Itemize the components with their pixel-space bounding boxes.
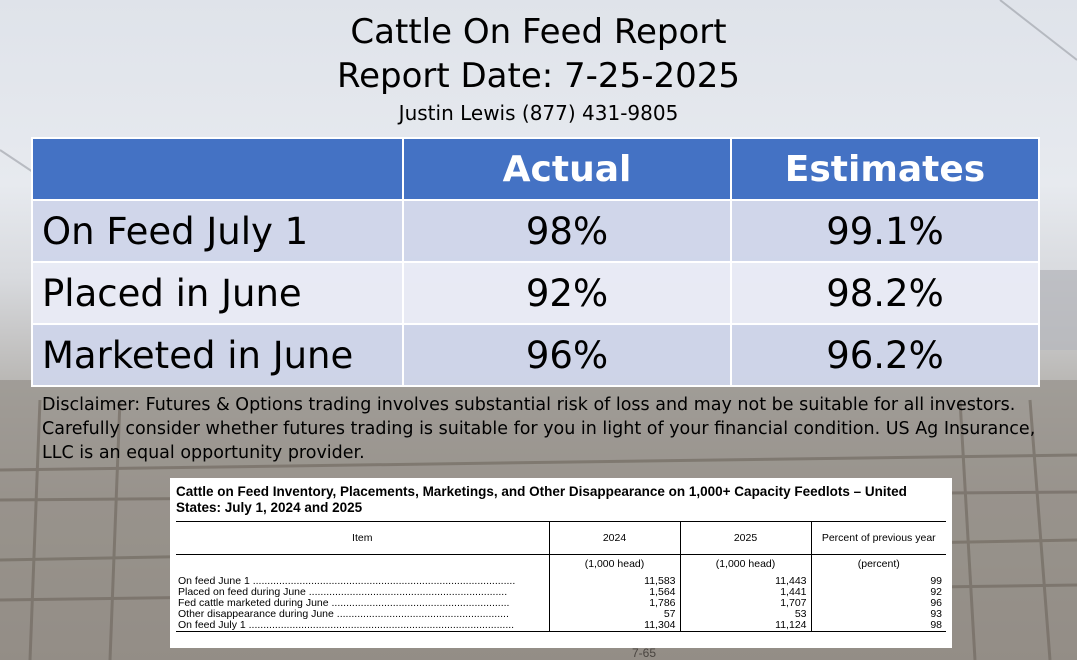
usda-header-percent: Percent of previous year [810,521,946,555]
estimate-value: 98.2% [730,261,1040,325]
usda-percent: 98 [810,620,946,632]
estimate-value: 96.2% [730,323,1040,387]
usda-item: On feed June 1 .........................… [178,576,516,587]
usda-percent: 99 [810,576,946,587]
usda-2025: 53 [679,609,811,620]
actual-value: 98% [402,199,732,263]
usda-item: Other disappearance during June ........… [178,609,509,620]
table-row: Fed cattle marketed during June ........… [176,598,946,609]
report-header: Cattle On Feed Report Report Date: 7-25-… [0,10,1077,126]
usda-2024: 11,583 [548,576,680,587]
report-date: Report Date: 7-25-2025 [336,56,740,96]
usda-2025: 11,443 [679,576,811,587]
summary-row-on-feed: On Feed July 1 98% 99.1% [31,199,1040,263]
summary-row-placed: Placed in June 92% 98.2% [31,261,1040,325]
usda-table: Item 2024 2025 Percent of previous year … [176,521,946,632]
photo-caption: 7-65 [632,646,656,660]
summary-header-blank [31,137,404,201]
actual-value: 96% [402,323,732,387]
usda-percent: 96 [810,598,946,609]
usda-header-2024: 2024 [548,521,680,555]
usda-item: On feed July 1 .........................… [176,620,549,632]
table-row: Placed on feed during June .............… [176,587,946,598]
usda-2024: 11,304 [548,620,680,632]
table-row: Other disappearance during June ........… [176,609,946,620]
summary-row-marketed: Marketed in June 96% 96.2% [31,323,1040,387]
usda-header-item: Item [176,521,549,555]
usda-unit-item [176,555,549,577]
row-label: On Feed July 1 [31,199,404,263]
usda-unit-percent: (percent) [810,554,946,576]
table-row: On feed June 1 .........................… [176,576,946,587]
usda-2024: 1,786 [548,598,680,609]
summary-header-row: Actual Estimates [31,137,1040,201]
usda-report-excerpt: Cattle on Feed Inventory, Placements, Ma… [170,478,952,648]
contact-line: Justin Lewis (877) 431-9805 [398,101,679,125]
disclaimer-text: Disclaimer: Futures & Options trading in… [42,395,1036,463]
usda-2025: 1,441 [679,587,811,598]
usda-percent: 93 [810,609,946,620]
usda-item: Fed cattle marketed during June ........… [178,598,510,609]
usda-unit-2025: (1,000 head) [679,554,811,576]
usda-item: Placed on feed during June .............… [178,587,508,598]
usda-header-row: Item 2024 2025 Percent of previous year [176,521,946,555]
report-title: Cattle On Feed Report [350,12,727,52]
estimate-value: 99.1% [730,199,1040,263]
usda-2024: 1,564 [548,587,680,598]
table-row: On feed July 1 .........................… [176,620,946,632]
usda-2025: 11,124 [679,620,811,632]
actual-value: 92% [402,261,732,325]
summary-header-estimates: Estimates [730,137,1040,201]
usda-unit-2024: (1,000 head) [548,554,680,576]
row-label: Marketed in June [31,323,404,387]
row-label: Placed in June [31,261,404,325]
usda-header-2025: 2025 [679,521,811,555]
usda-units-row: (1,000 head) (1,000 head) (percent) [176,554,946,577]
usda-2024: 57 [548,609,680,620]
summary-table: Actual Estimates On Feed July 1 98% 99.1… [31,137,1040,387]
summary-header-actual: Actual [402,137,732,201]
usda-table-title: Cattle on Feed Inventory, Placements, Ma… [176,484,907,515]
usda-2025: 1,707 [679,598,811,609]
usda-percent: 92 [810,587,946,598]
